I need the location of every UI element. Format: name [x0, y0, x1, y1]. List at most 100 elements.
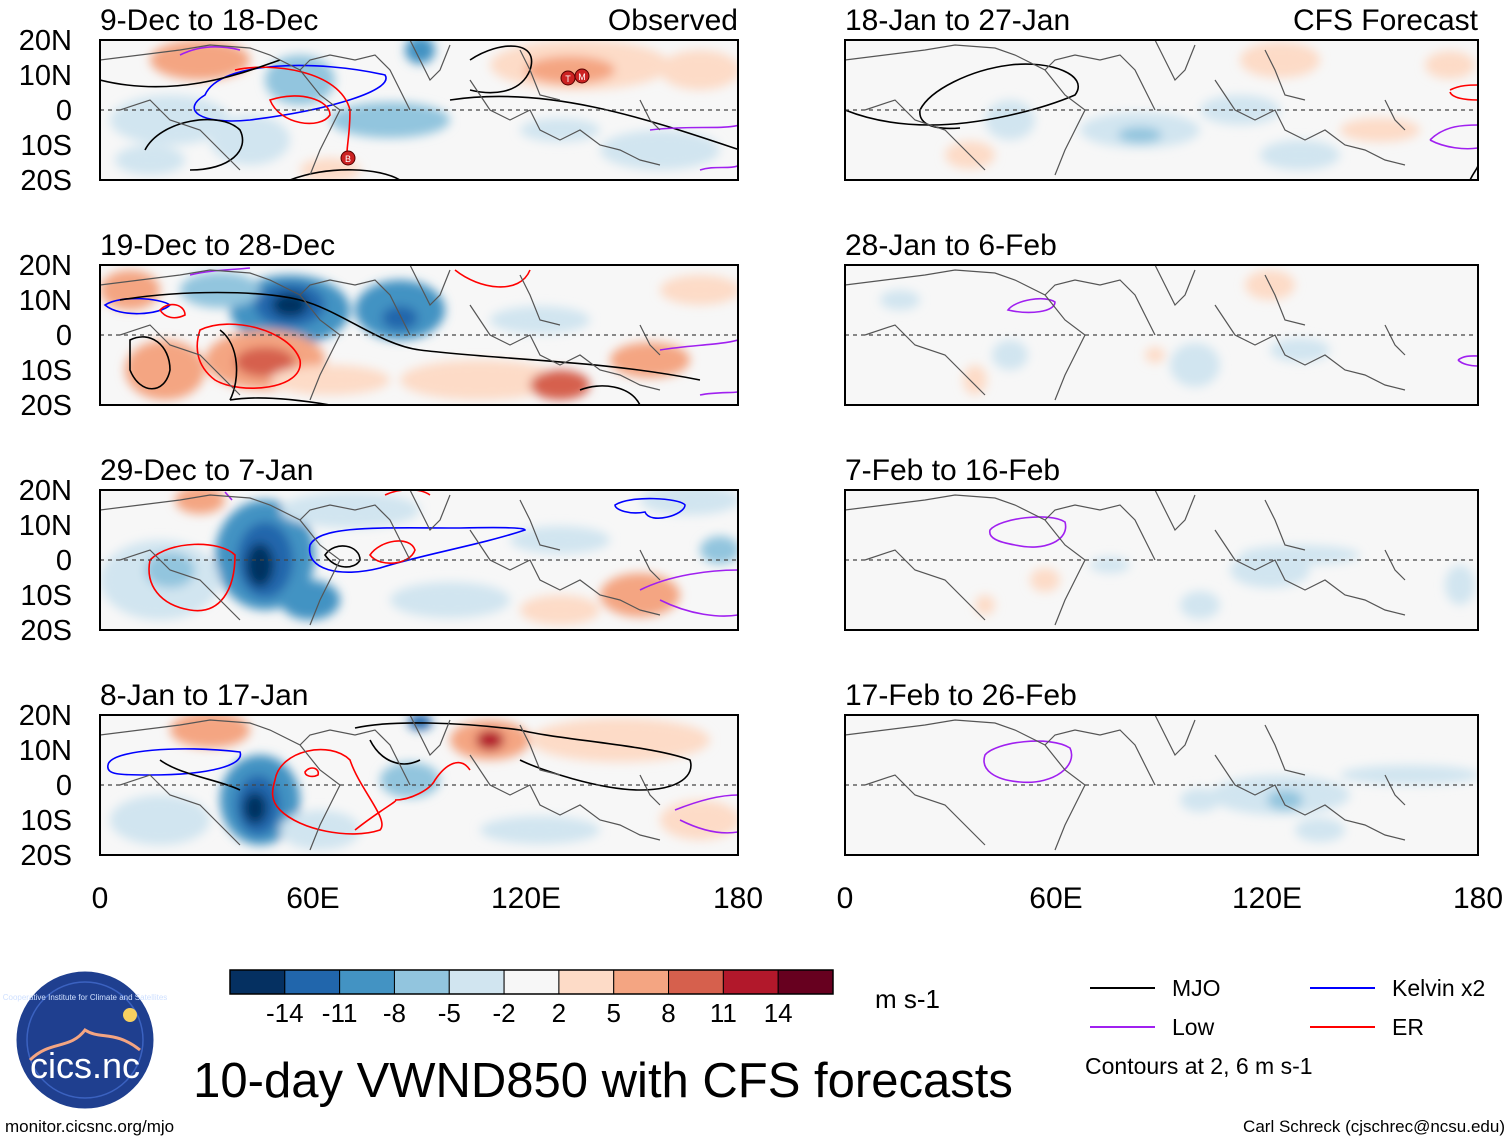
contours [148, 490, 738, 617]
coastlines [100, 265, 661, 401]
lat-label: 10S [20, 580, 72, 612]
colorbar-cell [613, 969, 670, 995]
legend: MJO Kelvin x2 Low ER Contours at 2, 6 m … [1085, 975, 1485, 1079]
observed-label: Observed [608, 4, 738, 37]
panel-title: 17-Feb to 26-Feb [845, 679, 1077, 712]
lon-axis-right: 0 60E 120E 180 [837, 882, 1503, 915]
lat-label: 0 [56, 95, 72, 127]
coastlines [845, 490, 1406, 626]
coastlines [845, 265, 1406, 401]
lat-label: 0 [56, 545, 72, 577]
lon-label: 180 [1453, 882, 1503, 915]
colorbar-cell [448, 969, 505, 995]
coastlines [100, 40, 661, 176]
lat-label: 10S [20, 355, 72, 387]
forecast-panel-2: 28-Jan to 6-Feb [844, 229, 1479, 406]
legend-item-mjo: MJO [1090, 975, 1221, 1001]
lat-label: 20N [19, 25, 72, 57]
legend-item-er: ER [1310, 1014, 1424, 1040]
colorbar-tick-labels: -14 -11 -8 -5 -2 2 5 8 11 14 [266, 998, 793, 1028]
observed-panel-3: 29-Dec to 7-Jan [99, 454, 739, 631]
shading [100, 490, 738, 625]
lon-label: 60E [1029, 882, 1082, 915]
forecast-label: CFS Forecast [1293, 4, 1479, 37]
sun-icon [123, 1008, 137, 1022]
lat-label: 10S [20, 130, 72, 162]
footer-url: monitor.cicsnc.org/mjo [5, 1117, 174, 1136]
panel-frame [99, 39, 739, 181]
colorbar-tick: -11 [322, 998, 358, 1028]
colorbar-tick: 5 [606, 998, 620, 1028]
colorbar-cells [229, 969, 834, 995]
lat-label: 20S [20, 165, 72, 197]
svg-text:B: B [345, 154, 351, 164]
colorbar-tick: -8 [383, 998, 406, 1028]
lat-label: 20S [20, 615, 72, 647]
lon-label: 180 [713, 882, 763, 915]
logo-text: cics.nc [30, 1045, 140, 1086]
lat-label: 10N [19, 735, 72, 767]
panel-title: 8-Jan to 17-Jan [100, 679, 308, 712]
figure-title: 10-day VWND850 with CFS forecasts [193, 1054, 1013, 1108]
panel-title: 28-Jan to 6-Feb [845, 229, 1057, 262]
coastlines [845, 715, 1406, 851]
coastlines [100, 715, 661, 851]
panel-frame [844, 489, 1479, 631]
colorbar-frame [229, 969, 834, 995]
lat-label: 10N [19, 60, 72, 92]
lon-label: 0 [92, 882, 109, 915]
forecast-panel-1: 18-Jan to 27-Jan CFS Forecast [844, 4, 1479, 181]
shading [945, 42, 1475, 170]
lon-label: 120E [491, 882, 561, 915]
lon-label: 120E [1232, 882, 1302, 915]
contour-note: Contours at 2, 6 m s-1 [1085, 1053, 1313, 1079]
lat-axis-row-1: 20N 10N 0 10S 20S [19, 25, 72, 197]
lat-label: 20N [19, 250, 72, 282]
panel-frame [844, 714, 1479, 856]
lat-label: 10N [19, 285, 72, 317]
panel-title: 29-Dec to 7-Jan [100, 454, 313, 487]
forecast-panel-4: 17-Feb to 26-Feb [844, 679, 1479, 856]
observed-panel-2: 19-Dec to 28-Dec [99, 229, 739, 406]
storm-marker-b: B [340, 150, 356, 166]
colorbar-cell [668, 969, 724, 995]
lon-axis-left: 0 60E 120E 180 [92, 882, 763, 915]
lon-label: 60E [286, 882, 339, 915]
colorbar-tick: 14 [764, 998, 793, 1028]
lat-label: 0 [56, 770, 72, 802]
shading [975, 545, 1475, 619]
footer-credit: Carl Schreck (cjschrec@ncsu.edu) [1243, 1117, 1505, 1136]
panel-frame [99, 489, 739, 631]
panel-title: 7-Feb to 16-Feb [845, 454, 1060, 487]
lat-axis-row-3: 20N 10N 0 10S 20S [19, 475, 72, 647]
colorbar-tick: -5 [438, 998, 461, 1028]
contours [983, 740, 1073, 784]
lat-label: 10S [20, 805, 72, 837]
colorbar-cell [503, 969, 560, 995]
logo-disc [13, 968, 157, 1112]
panel-title: 19-Dec to 28-Dec [100, 229, 335, 262]
colorbar-cell [284, 969, 341, 995]
svg-text:T: T [565, 74, 571, 84]
panel-frame [99, 714, 739, 856]
lat-axis-row-4: 20N 10N 0 10S 20S [19, 700, 72, 872]
legend-label: Low [1172, 1014, 1215, 1040]
observed-panel-4: 8-Jan to 17-Jan [99, 679, 739, 856]
panel-frame [844, 39, 1479, 181]
lat-label: 20N [19, 475, 72, 507]
shading [110, 715, 738, 850]
colorbar-tick: -14 [266, 998, 304, 1028]
lat-label: 20N [19, 700, 72, 732]
colorbar-tick: -2 [493, 998, 516, 1028]
legend-label: MJO [1172, 975, 1221, 1001]
cics-logo: cics.nc Cooperative Institute for Climat… [3, 968, 168, 1112]
panel-frame [844, 264, 1479, 406]
logo-ring-text: Cooperative Institute for Climate and Sa… [3, 993, 168, 1002]
logo-wave [28, 1027, 141, 1062]
shading [880, 270, 1330, 395]
observed-panel-1: T M B 9-Dec to 18-Dec Observed [99, 4, 739, 181]
colorbar-tick: 8 [661, 998, 675, 1028]
svg-text:M: M [578, 72, 586, 82]
lat-label: 0 [56, 320, 72, 352]
lon-label: 0 [837, 882, 854, 915]
